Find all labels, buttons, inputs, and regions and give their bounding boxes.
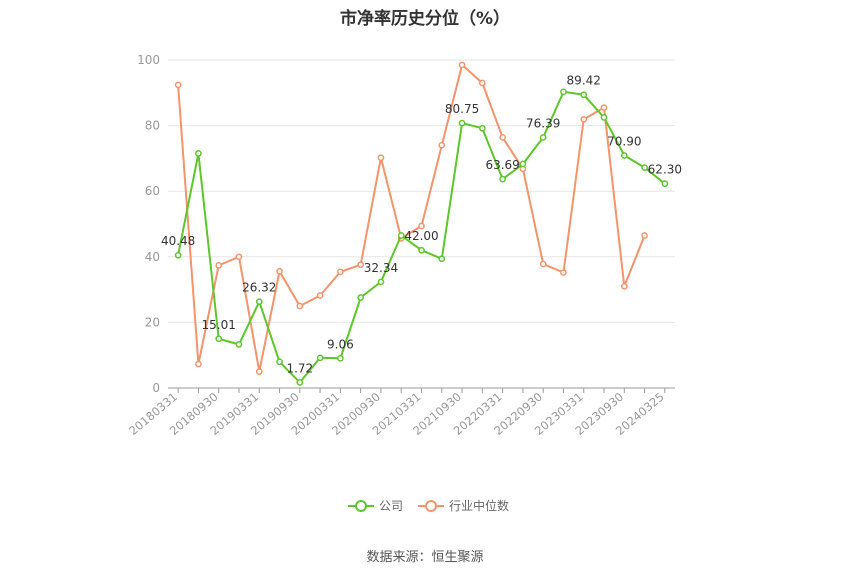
data-label: 15.01 bbox=[202, 318, 236, 332]
chart-title: 市净率历史分位（%） bbox=[339, 9, 511, 29]
data-point bbox=[195, 150, 202, 157]
data-label: 9.06 bbox=[327, 337, 354, 351]
data-label: 40.48 bbox=[161, 234, 195, 248]
data-point bbox=[195, 360, 202, 368]
data-point bbox=[357, 294, 365, 301]
data-point bbox=[357, 261, 365, 269]
data-label: 76.39 bbox=[526, 116, 560, 130]
data-point bbox=[255, 368, 263, 375]
y-tick-label: 20 bbox=[145, 315, 160, 329]
data-point bbox=[519, 160, 527, 168]
data-point bbox=[580, 91, 588, 99]
data-point bbox=[296, 379, 304, 386]
legend-label-industry: 行业中位数 bbox=[449, 498, 509, 513]
data-label: 80.75 bbox=[445, 102, 479, 116]
data-point bbox=[661, 180, 669, 188]
data-label: 1.72 bbox=[286, 361, 313, 375]
data-point bbox=[174, 81, 182, 89]
data-point bbox=[478, 124, 486, 132]
data-label: 70.90 bbox=[607, 134, 641, 148]
data-point bbox=[337, 354, 344, 362]
data-label: 62.30 bbox=[648, 163, 682, 177]
data-point bbox=[499, 175, 506, 183]
y-tick-label: 40 bbox=[145, 250, 160, 264]
data-point bbox=[539, 260, 547, 268]
data-label: 42.00 bbox=[404, 229, 438, 243]
data-point bbox=[458, 119, 466, 127]
data-point bbox=[438, 255, 446, 263]
data-point bbox=[478, 79, 486, 87]
data-point bbox=[560, 88, 567, 96]
data-point bbox=[174, 251, 182, 259]
data-point bbox=[337, 268, 344, 276]
data-point bbox=[235, 253, 243, 261]
data-point bbox=[580, 116, 588, 123]
data-point bbox=[539, 134, 547, 141]
data-point bbox=[418, 222, 425, 230]
legend-marker bbox=[425, 500, 437, 512]
data-point bbox=[255, 298, 263, 306]
data-label: 63.69 bbox=[485, 158, 519, 172]
data-point bbox=[215, 335, 223, 343]
data-point bbox=[600, 114, 608, 121]
data-point bbox=[641, 232, 648, 239]
data-point bbox=[276, 358, 283, 366]
data-point bbox=[620, 152, 628, 159]
data-label: 32.34 bbox=[364, 261, 398, 275]
data-point bbox=[276, 267, 283, 275]
data-point bbox=[438, 141, 446, 149]
data-point bbox=[560, 269, 567, 276]
y-tick-label: 80 bbox=[145, 119, 160, 133]
data-label: 26.32 bbox=[242, 281, 276, 295]
data-point bbox=[397, 232, 405, 239]
data-point bbox=[418, 246, 425, 254]
data-point bbox=[499, 134, 506, 141]
data-point bbox=[296, 302, 304, 310]
data-point bbox=[215, 261, 223, 269]
data-label: 89.42 bbox=[567, 74, 601, 88]
series-line-industry bbox=[177, 63, 646, 372]
y-tick-label: 60 bbox=[145, 184, 160, 198]
data-point bbox=[377, 278, 385, 286]
legend-marker bbox=[355, 500, 367, 512]
data-point bbox=[377, 154, 385, 162]
y-tick-label: 100 bbox=[137, 53, 160, 67]
data-point bbox=[641, 164, 648, 171]
data-source-note: 数据来源：恒生聚源 bbox=[366, 550, 484, 565]
data-point bbox=[620, 282, 628, 290]
data-point bbox=[316, 354, 324, 362]
y-tick-label: 0 bbox=[152, 381, 160, 395]
data-point bbox=[316, 292, 324, 299]
data-point bbox=[600, 104, 608, 111]
legend-label-company: 公司 bbox=[379, 499, 403, 513]
data-point bbox=[458, 61, 466, 69]
data-point bbox=[235, 341, 243, 348]
